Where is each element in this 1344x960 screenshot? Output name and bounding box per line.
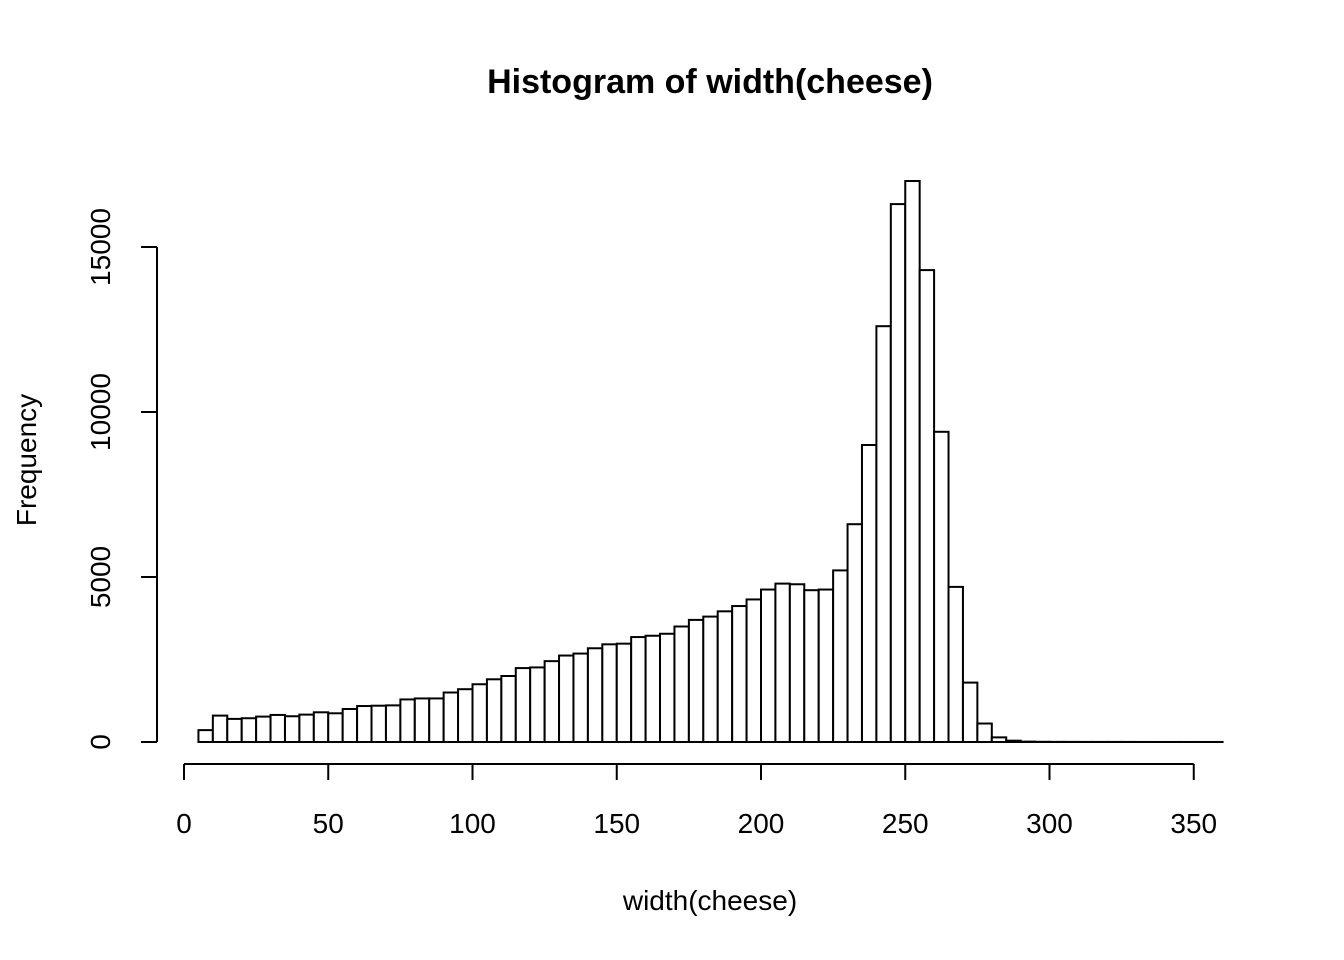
histogram-bar [947,585,964,744]
y-tick-label: 0 [85,734,116,750]
histogram-bar [760,588,777,743]
histogram-bar [933,430,950,743]
histogram-bar [875,325,892,743]
histogram-bar [240,717,258,743]
histogram-bar [341,708,359,743]
histogram-bar [630,636,647,743]
x-tick-label: 100 [449,808,496,839]
histogram-bar [370,704,387,744]
histogram-bar [889,203,907,744]
histogram-bar [211,714,229,743]
histogram-bar [644,634,662,743]
histogram-bar [976,722,993,744]
x-tick-label: 150 [593,808,640,839]
histogram-bar [457,688,474,744]
y-tick-label: 15000 [85,208,116,286]
x-tick-label: 250 [882,808,929,839]
histogram-bar [832,569,849,744]
histogram-bar [500,675,517,743]
y-tick-label: 10000 [85,373,116,451]
x-axis: 0 50 100 150 200 250 300 350 [176,763,1217,839]
histogram-bar [904,180,921,743]
histogram-bar [226,717,243,744]
x-tick-label: 0 [176,808,192,839]
histogram-bar [659,632,676,744]
x-tick-label: 300 [1026,808,1073,839]
histogram-bar [731,605,748,743]
histogram-bar [428,697,445,744]
histogram-bar [716,610,734,743]
chart-title: Histogram of width(cheese) [487,63,933,101]
histogram-bar [615,642,633,743]
histogram-bar [255,715,272,744]
histogram-bar [283,715,301,744]
histogram-bar [774,582,791,743]
histogram-bar [298,713,315,743]
histogram-bar [269,713,286,744]
histogram-bar [558,654,575,743]
histogram-bar [399,698,416,743]
histogram-bar [197,729,214,743]
histogram-bar [413,697,431,744]
histogram-bar [384,704,402,743]
x-axis-label: width(cheese) [622,885,797,916]
histogram-bar [572,652,589,743]
histogram-bar [860,444,878,743]
histogram-bar [601,643,618,744]
histogram-bar [673,625,690,743]
histogram-bar [961,681,979,743]
bars-group [197,180,1224,744]
histogram-bar [817,588,835,743]
histogram-bar [745,598,763,743]
y-axis: 0 5000 10000 15000 [85,208,158,750]
histogram-bar [312,711,330,743]
x-tick-label: 350 [1170,808,1217,839]
histogram-bar [543,660,561,744]
x-tick-label: 50 [313,808,344,839]
histogram-bar [846,523,863,744]
histogram-bar [356,705,373,744]
histogram-bar [918,269,936,743]
histogram-bar [687,618,705,744]
histogram-bar [514,667,532,744]
histogram-bar [442,691,460,743]
histogram-bar [485,678,503,743]
y-axis-label: Frequency [11,394,42,526]
histogram-bar [788,583,806,744]
x-tick-label: 200 [738,808,785,839]
histogram-bar [1005,739,1022,743]
histogram-bar [586,647,604,744]
histogram-bar [529,666,546,743]
histogram-bar [702,615,719,743]
y-tick-label: 5000 [85,546,116,608]
histogram-bar [990,736,1008,744]
histogram-bar [803,589,820,744]
histogram-bar [471,683,488,743]
histogram-bar [327,712,344,743]
